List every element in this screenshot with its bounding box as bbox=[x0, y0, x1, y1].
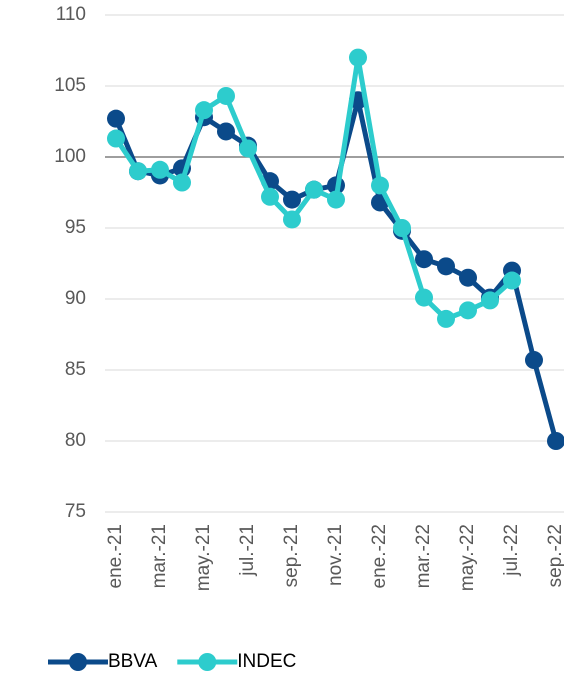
point-marker bbox=[415, 250, 433, 269]
point-marker bbox=[437, 309, 455, 328]
point-marker bbox=[283, 190, 301, 209]
x-tick-label: mar.-22 bbox=[413, 524, 434, 588]
series-line bbox=[113, 97, 559, 442]
point-marker bbox=[371, 176, 389, 195]
point-marker bbox=[327, 190, 345, 209]
y-tick-label: 90 bbox=[65, 288, 86, 309]
point-marker bbox=[261, 187, 279, 206]
y-tick-label: 75 bbox=[65, 501, 86, 522]
x-tick-label: may.-22 bbox=[457, 524, 478, 591]
point-marker bbox=[349, 48, 367, 67]
point-marker bbox=[459, 268, 477, 287]
point-marker bbox=[503, 271, 521, 290]
point-marker bbox=[173, 173, 191, 192]
y-tick-label: 85 bbox=[65, 359, 86, 380]
point-marker bbox=[283, 210, 301, 229]
point-marker bbox=[305, 180, 323, 199]
x-tick-label: nov.-21 bbox=[325, 524, 346, 586]
point-marker bbox=[525, 351, 543, 370]
y-tick-label: 100 bbox=[54, 146, 86, 167]
point-marker bbox=[107, 109, 125, 128]
x-tick-label: may.-21 bbox=[193, 524, 214, 591]
y-tick-label: 110 bbox=[56, 4, 86, 25]
x-tick-label: jul.-21 bbox=[237, 524, 258, 577]
y-tick-label: 80 bbox=[65, 430, 86, 451]
point-marker bbox=[481, 291, 499, 310]
x-tick-label: ene.-21 bbox=[105, 524, 126, 588]
point-marker bbox=[217, 122, 235, 141]
point-marker bbox=[415, 288, 433, 307]
legend-label: BBVA bbox=[108, 651, 158, 672]
y-tick-label: 105 bbox=[54, 75, 86, 96]
point-marker bbox=[151, 160, 169, 179]
legend-marker bbox=[69, 653, 87, 671]
point-marker bbox=[547, 432, 564, 450]
point-marker bbox=[459, 301, 477, 320]
point-marker bbox=[437, 257, 455, 276]
legend-marker bbox=[198, 653, 217, 671]
point-marker bbox=[195, 101, 213, 120]
x-tick-label: mar.-21 bbox=[149, 524, 170, 588]
legend-label: INDEC bbox=[237, 651, 296, 672]
point-marker bbox=[217, 86, 235, 105]
point-marker bbox=[129, 162, 147, 181]
x-tick-label: jul.-22 bbox=[501, 524, 522, 577]
y-tick-label: 95 bbox=[65, 217, 86, 238]
x-tick-label: ene.-22 bbox=[369, 524, 390, 588]
x-tick-label: sep.-21 bbox=[281, 524, 302, 587]
point-marker bbox=[107, 129, 125, 148]
point-marker bbox=[239, 139, 257, 158]
x-tick-label: sep.-22 bbox=[545, 524, 564, 587]
point-marker bbox=[393, 219, 411, 237]
